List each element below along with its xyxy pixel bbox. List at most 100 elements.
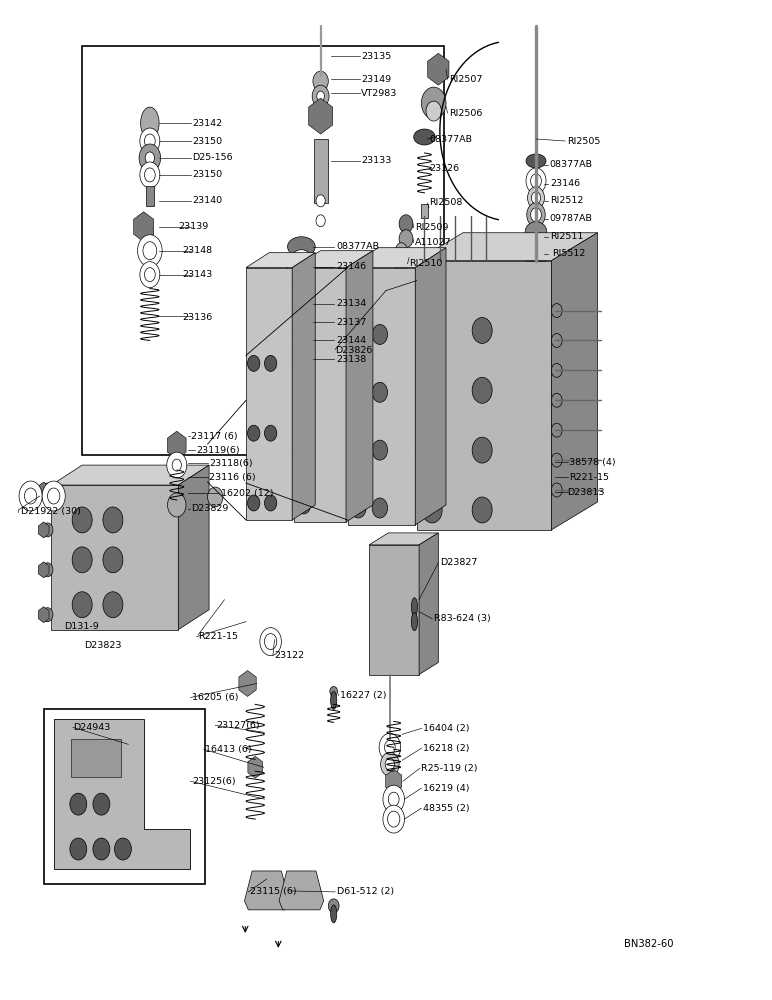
Circle shape	[296, 382, 310, 400]
Text: 16404 (2): 16404 (2)	[423, 724, 469, 733]
Text: 23146: 23146	[550, 179, 581, 188]
Circle shape	[295, 351, 307, 367]
Circle shape	[383, 805, 405, 833]
Circle shape	[312, 85, 329, 107]
Polygon shape	[386, 769, 401, 793]
Circle shape	[139, 144, 161, 172]
Text: 23150: 23150	[192, 170, 222, 179]
Polygon shape	[39, 482, 49, 498]
Circle shape	[93, 793, 110, 815]
Circle shape	[530, 208, 541, 222]
Circle shape	[350, 440, 366, 460]
Circle shape	[103, 507, 123, 533]
Polygon shape	[369, 533, 438, 545]
Circle shape	[372, 440, 388, 460]
Circle shape	[350, 382, 366, 402]
Text: 23135: 23135	[361, 52, 391, 61]
Text: 23116 (6): 23116 (6)	[209, 473, 256, 482]
Text: 16218 (2): 16218 (2)	[423, 744, 469, 753]
Circle shape	[551, 423, 562, 437]
Circle shape	[381, 752, 399, 776]
Polygon shape	[419, 533, 438, 675]
Circle shape	[260, 628, 281, 656]
Circle shape	[379, 733, 401, 761]
Text: D23826: D23826	[335, 346, 373, 355]
Circle shape	[42, 481, 66, 511]
Text: R83-624 (3): R83-624 (3)	[434, 614, 490, 623]
Text: R221-15: R221-15	[198, 632, 239, 641]
Circle shape	[529, 223, 543, 241]
Circle shape	[208, 487, 223, 507]
Circle shape	[143, 242, 157, 260]
Circle shape	[384, 740, 395, 754]
Text: D23829: D23829	[191, 504, 229, 513]
Text: 16227 (2): 16227 (2)	[340, 691, 386, 700]
Circle shape	[103, 592, 123, 618]
Ellipse shape	[411, 598, 418, 616]
Polygon shape	[178, 465, 209, 630]
Circle shape	[551, 483, 562, 497]
Polygon shape	[294, 293, 309, 315]
Circle shape	[42, 563, 53, 577]
Circle shape	[313, 71, 328, 91]
Circle shape	[137, 235, 162, 267]
Text: 08377AB: 08377AB	[429, 135, 472, 144]
Text: 23138: 23138	[336, 355, 366, 364]
Polygon shape	[292, 253, 315, 520]
Text: 23136: 23136	[182, 313, 212, 322]
Text: D25-156: D25-156	[192, 153, 233, 162]
Circle shape	[293, 258, 309, 278]
Text: 23119(6): 23119(6)	[197, 446, 240, 455]
Circle shape	[551, 363, 562, 377]
Text: 23127(6): 23127(6)	[217, 721, 260, 730]
Circle shape	[265, 495, 277, 511]
Text: 23140: 23140	[192, 196, 222, 205]
Polygon shape	[415, 248, 446, 525]
Ellipse shape	[414, 129, 435, 145]
Circle shape	[103, 547, 123, 573]
Circle shape	[140, 262, 160, 288]
Circle shape	[384, 807, 403, 831]
Text: 09787AB: 09787AB	[549, 214, 592, 223]
Polygon shape	[39, 607, 49, 623]
Polygon shape	[526, 251, 546, 281]
Text: D131-9: D131-9	[65, 622, 100, 631]
Polygon shape	[369, 545, 419, 675]
Text: D23813: D23813	[567, 488, 605, 497]
Circle shape	[42, 523, 53, 537]
Polygon shape	[52, 465, 209, 485]
Circle shape	[19, 481, 42, 511]
Circle shape	[93, 838, 110, 860]
Text: RI2505: RI2505	[567, 136, 600, 145]
Circle shape	[265, 425, 277, 441]
Circle shape	[422, 87, 446, 119]
Circle shape	[350, 498, 366, 518]
Text: RI2511: RI2511	[550, 232, 584, 241]
Circle shape	[296, 439, 310, 457]
Text: 23137: 23137	[336, 318, 366, 327]
Polygon shape	[309, 98, 333, 134]
Text: D23823: D23823	[84, 641, 122, 650]
Text: RI2510: RI2510	[409, 259, 442, 268]
Circle shape	[472, 377, 493, 403]
Polygon shape	[417, 261, 551, 530]
Polygon shape	[347, 248, 446, 268]
Circle shape	[551, 333, 562, 347]
Circle shape	[530, 174, 541, 188]
Text: D21922 (30): D21922 (30)	[21, 507, 80, 516]
Text: 23139: 23139	[178, 222, 208, 231]
Polygon shape	[39, 522, 49, 538]
Text: D61-512 (2): D61-512 (2)	[337, 887, 394, 896]
Text: 23125(6): 23125(6)	[192, 777, 235, 786]
Circle shape	[422, 318, 442, 343]
Circle shape	[531, 245, 540, 257]
Text: D24943: D24943	[73, 723, 110, 732]
Polygon shape	[168, 431, 186, 459]
Text: 23134: 23134	[336, 299, 366, 308]
Polygon shape	[346, 251, 373, 522]
Text: RI2512: RI2512	[550, 196, 584, 205]
Circle shape	[526, 168, 546, 194]
Text: 23144: 23144	[336, 336, 366, 345]
Text: 48355 (2): 48355 (2)	[423, 804, 469, 813]
Circle shape	[422, 497, 442, 523]
